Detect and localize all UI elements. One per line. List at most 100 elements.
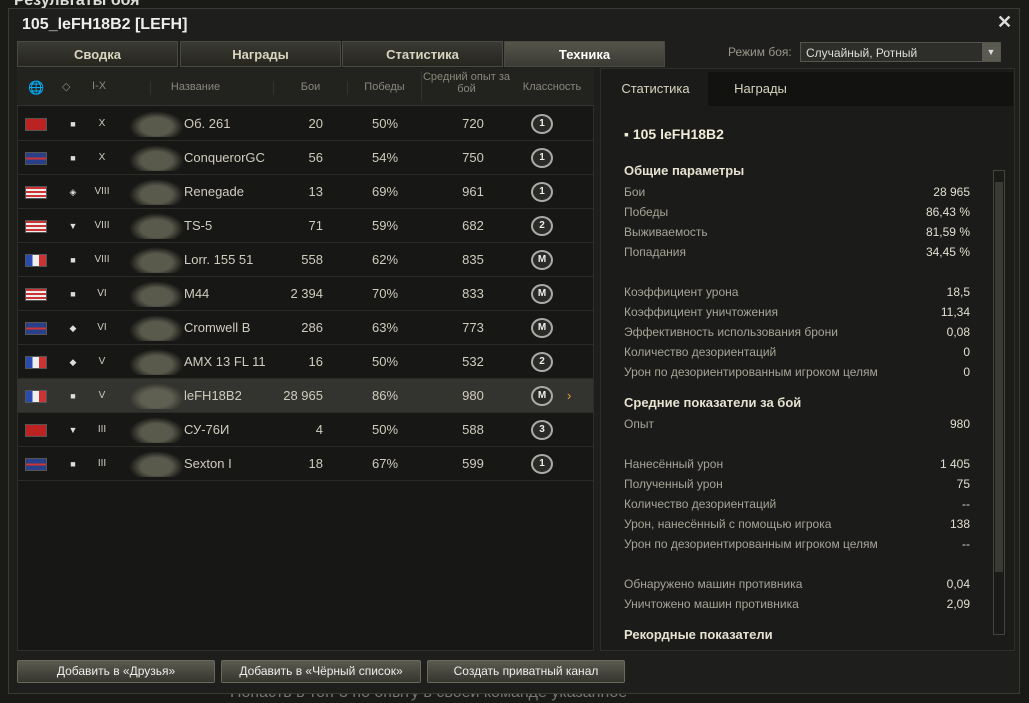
wins: 50%	[371, 354, 399, 369]
type-icon: ◈	[69, 187, 77, 197]
tab[interactable]: Статистика	[342, 41, 503, 67]
vehicle-row[interactable]: ■ VIII Lorr. 155 51 558 62% 835 М	[17, 243, 593, 277]
tank-image	[129, 383, 184, 409]
stat-label: Коэффициент уничтожения	[624, 305, 778, 319]
wins: 59%	[371, 218, 399, 233]
type-header-icon: ◇	[62, 81, 71, 93]
tier: III	[97, 458, 107, 469]
vehicle-name: leFH18B2	[184, 388, 242, 403]
flag	[25, 288, 47, 301]
tab[interactable]: Техника	[504, 41, 665, 67]
avg-xp: 532	[462, 354, 484, 369]
tank-image	[129, 111, 184, 137]
tier: V	[98, 356, 106, 367]
wins: 86%	[371, 388, 399, 403]
stat-label: Бои	[624, 185, 646, 199]
tab[interactable]: Награды	[180, 41, 341, 67]
vehicle-row[interactable]: ▼ III СУ-76И 4 50% 588 3	[17, 413, 593, 447]
mastery-badge: М	[531, 250, 553, 270]
stat-label: Опыт	[624, 417, 654, 431]
tank-image	[129, 281, 184, 307]
stat-label: Эффективность использования брони	[624, 325, 838, 339]
battles: 18	[308, 456, 323, 471]
tab[interactable]: Сводка	[17, 41, 178, 67]
wins: 70%	[371, 286, 399, 301]
column-header: Победы	[347, 81, 421, 95]
stat-value: 34,45 %	[925, 245, 970, 259]
stat-value: 28 965	[933, 185, 970, 199]
vehicle-row[interactable]: ■ X ConquerorGC 56 54% 750 1	[17, 141, 593, 175]
table-header	[17, 68, 594, 106]
tier: V	[98, 390, 106, 401]
window-title: 105_leFH18B2 [LEFH]	[22, 16, 188, 33]
type-icon: ■	[70, 459, 76, 469]
battles: 20	[308, 116, 323, 131]
section-title: Рекордные показатели	[624, 627, 773, 642]
panel-tab[interactable]: Статистика	[603, 72, 708, 106]
action-button[interactable]: Добавить в «Чёрный список»	[221, 660, 421, 683]
stat-label: Попадания	[624, 245, 686, 259]
stat-value: 1 405	[939, 457, 970, 471]
vehicle-name: TS-5	[184, 218, 213, 233]
vehicle-row[interactable]: ◆ VI Cromwell B 286 63% 773 М	[17, 311, 593, 345]
type-icon: ■	[70, 289, 76, 299]
avg-xp: 833	[462, 286, 484, 301]
tank-image	[129, 349, 184, 375]
vehicle-row[interactable]: ■ III Sexton I 18 67% 599 1	[17, 447, 593, 481]
vehicle-row[interactable]: ■ X Об. 261 20 50% 720 1	[17, 107, 593, 141]
battles: 558	[301, 252, 323, 267]
mastery-badge: М	[531, 318, 553, 338]
vehicle-name: Lorr. 155 51	[184, 252, 254, 267]
stat-value: 0	[963, 345, 970, 359]
avg-xp: 682	[462, 218, 484, 233]
battles: 56	[308, 150, 323, 165]
mastery-badge: 1	[531, 148, 553, 168]
wins: 50%	[371, 116, 399, 131]
mode-dropdown[interactable]: Случайный, Ротный ▼	[800, 42, 1001, 62]
flag	[25, 424, 47, 437]
select-arrow: ›	[567, 388, 572, 403]
stat-label: Количество дезориентаций	[624, 497, 777, 511]
vehicle-name: AMX 13 FL 11	[184, 354, 266, 369]
wins: 50%	[371, 422, 399, 437]
tank-image	[129, 145, 184, 171]
flag	[25, 390, 47, 403]
type-icon: ◆	[69, 323, 77, 333]
wins: 67%	[371, 456, 399, 471]
stat-value: 0,08	[946, 325, 970, 339]
vehicle-row[interactable]: ▼ VIII TS-5 71 59% 682 2	[17, 209, 593, 243]
flag	[25, 186, 47, 199]
mastery-badge: 3	[531, 420, 553, 440]
type-icon: ■	[70, 255, 76, 265]
action-button[interactable]: Создать приватный канал	[427, 660, 625, 683]
tier: III	[97, 424, 107, 435]
vehicle-row[interactable]: ◈ VIII Renegade 13 69% 961 1	[17, 175, 593, 209]
battles: 16	[308, 354, 323, 369]
tier: VI	[97, 322, 107, 333]
tank-image	[129, 213, 184, 239]
stat-value: 11,34	[940, 305, 970, 319]
mastery-badge: 2	[531, 216, 553, 236]
tier: X	[98, 152, 106, 163]
stat-value: 81,59 %	[925, 225, 970, 239]
stat-label: Урон по дезориентированным игроком целям	[624, 537, 878, 551]
stat-label: Нанесённый урон	[624, 457, 724, 471]
vehicle-row[interactable]: ◆ V AMX 13 FL 11 16 50% 532 2	[17, 345, 593, 379]
avg-xp: 961	[462, 184, 484, 199]
nation-icon: 🌐	[28, 80, 45, 95]
close-button[interactable]: ✕	[997, 12, 1013, 32]
stat-label: Урон по дезориентированным игроком целям	[624, 365, 878, 379]
tier: VIII	[94, 186, 110, 197]
stat-label: Количество дезориентаций	[624, 345, 777, 359]
flag	[25, 152, 47, 165]
action-button[interactable]: Добавить в «Друзья»	[17, 660, 215, 683]
stat-label: Урон, нанесённый с помощью игрока	[624, 517, 832, 531]
panel-tab[interactable]: Награды	[734, 81, 787, 96]
vehicle-row[interactable]: ■ VI M44 2 394 70% 833 М	[17, 277, 593, 311]
vehicle-name: Sexton I	[184, 456, 232, 471]
stat-label: Обнаружено машин противника	[624, 577, 803, 591]
tier-header: I-X	[92, 80, 107, 92]
scroll-thumb[interactable]	[995, 182, 1003, 572]
type-icon: ■	[70, 391, 76, 401]
